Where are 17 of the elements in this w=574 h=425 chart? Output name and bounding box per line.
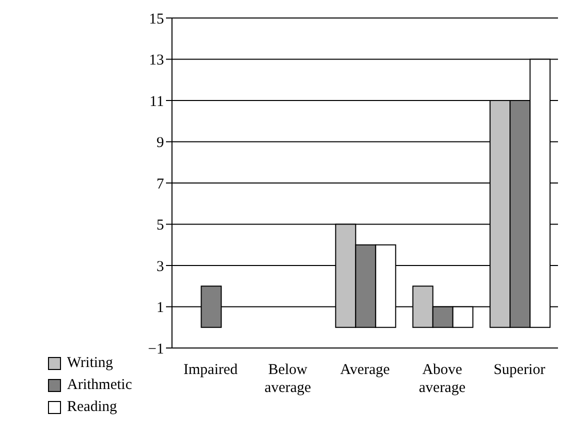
y-tick-label: 1 [156,300,164,316]
x-tick-label: Above average [418,362,466,396]
y-tick-label: 15 [148,11,164,28]
x-tick-label: Impaired [184,362,238,378]
legend-label: Writing [67,354,114,373]
y-tick-label: 13 [148,52,164,69]
y-tick-label: 3 [156,258,164,275]
y-tick-label: 5 [156,218,164,234]
y-tick-label: 11 [150,94,164,110]
y-tick-label: 7 [156,176,164,192]
legend-label: Reading [67,398,117,417]
x-tick-label: Superior [494,362,546,378]
legend-label: Arithmetic [67,376,132,395]
x-tick-label: Below average [264,362,312,396]
x-tick-label: Average [340,362,390,378]
y-tick-label: −1 [148,341,164,358]
y-tick-label: 9 [156,135,164,152]
